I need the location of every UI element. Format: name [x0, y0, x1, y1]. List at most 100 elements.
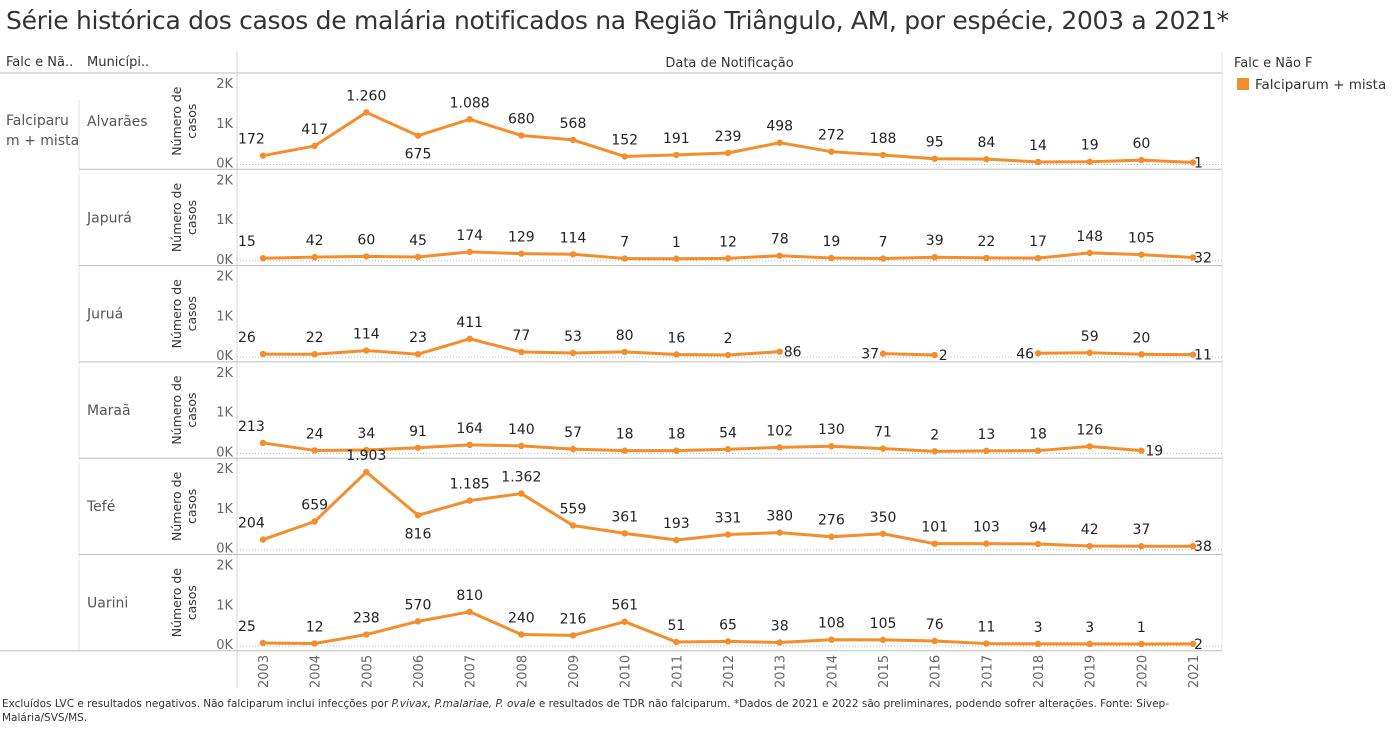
data-point[interactable] [724, 255, 732, 262]
data-point[interactable] [1086, 349, 1093, 356]
data-point[interactable] [983, 447, 990, 455]
data-point[interactable] [673, 255, 680, 262]
data-point[interactable] [414, 512, 422, 519]
data-point[interactable] [1138, 447, 1145, 454]
data-point[interactable] [466, 608, 473, 616]
data-point[interactable] [879, 636, 887, 644]
legend-item[interactable]: Falciparum + mista [1237, 77, 1386, 93]
data-point[interactable] [621, 530, 628, 537]
data-point[interactable] [724, 149, 732, 157]
data-point[interactable] [931, 254, 938, 261]
data-point[interactable] [259, 152, 267, 159]
data-point[interactable] [673, 536, 680, 544]
data-point[interactable] [569, 136, 577, 144]
data-point[interactable] [363, 109, 370, 116]
data-point[interactable] [569, 251, 577, 258]
data-point[interactable] [776, 529, 783, 536]
data-point[interactable] [879, 350, 887, 357]
data-point[interactable] [1189, 351, 1197, 358]
data-point[interactable] [466, 497, 473, 504]
data-point[interactable] [828, 148, 835, 155]
data-point[interactable] [569, 632, 577, 639]
data-point[interactable] [1034, 254, 1042, 262]
species-column-header[interactable]: Falc e Nã.. [6, 55, 73, 70]
data-point[interactable] [621, 348, 628, 356]
data-point[interactable] [259, 639, 267, 647]
data-point[interactable] [414, 618, 422, 625]
data-point[interactable] [311, 447, 318, 454]
data-point[interactable] [569, 349, 577, 357]
data-point[interactable] [259, 255, 267, 262]
data-point[interactable] [1034, 447, 1042, 454]
data-point[interactable] [983, 254, 990, 262]
data-point[interactable] [724, 446, 732, 453]
data-point[interactable] [311, 253, 318, 261]
data-point[interactable] [569, 522, 577, 529]
data-point[interactable] [931, 351, 938, 359]
data-point[interactable] [259, 439, 267, 447]
data-point[interactable] [363, 347, 370, 354]
data-point[interactable] [828, 254, 835, 262]
data-point[interactable] [621, 153, 628, 160]
data-point[interactable] [518, 250, 525, 257]
data-point[interactable] [673, 447, 680, 454]
data-point[interactable] [311, 351, 318, 358]
data-point[interactable] [518, 490, 525, 497]
data-point[interactable] [518, 348, 525, 356]
data-point[interactable] [1138, 351, 1145, 358]
data-point[interactable] [931, 637, 938, 645]
data-point[interactable] [363, 631, 370, 638]
data-point[interactable] [518, 631, 525, 638]
data-point[interactable] [983, 640, 990, 647]
data-point[interactable] [466, 335, 473, 342]
data-point[interactable] [1086, 640, 1093, 648]
data-point[interactable] [363, 253, 370, 260]
data-point[interactable] [724, 531, 732, 538]
data-point[interactable] [724, 638, 732, 645]
data-point[interactable] [259, 536, 267, 543]
data-point[interactable] [828, 636, 835, 643]
data-point[interactable] [1138, 543, 1145, 550]
data-point[interactable] [311, 640, 318, 647]
data-point[interactable] [363, 446, 370, 454]
data-point[interactable] [1034, 540, 1042, 548]
data-point[interactable] [983, 540, 990, 547]
data-point[interactable] [724, 351, 732, 359]
data-point[interactable] [879, 530, 887, 537]
data-point[interactable] [673, 351, 680, 358]
data-point[interactable] [1086, 158, 1093, 165]
data-point[interactable] [983, 155, 990, 163]
data-point[interactable] [414, 132, 422, 139]
data-point[interactable] [569, 445, 577, 453]
data-point[interactable] [621, 618, 628, 625]
data-point[interactable] [1138, 251, 1145, 258]
data-point[interactable] [1034, 640, 1042, 648]
data-point[interactable] [776, 252, 783, 259]
data-point[interactable] [879, 255, 887, 262]
data-point[interactable] [776, 139, 783, 146]
data-point[interactable] [776, 639, 783, 646]
municipality-column-header[interactable]: Municípi.. [87, 55, 149, 70]
data-point[interactable] [931, 448, 938, 455]
data-point[interactable] [1189, 640, 1197, 648]
data-point[interactable] [414, 350, 422, 358]
data-point[interactable] [879, 445, 887, 452]
data-point[interactable] [466, 441, 473, 449]
data-point[interactable] [1034, 350, 1042, 357]
data-point[interactable] [828, 443, 835, 450]
data-point[interactable] [1189, 159, 1197, 166]
data-point[interactable] [259, 350, 267, 358]
data-point[interactable] [931, 155, 938, 162]
data-point[interactable] [518, 442, 525, 450]
data-point[interactable] [673, 151, 680, 159]
data-point[interactable] [1086, 542, 1093, 550]
data-point[interactable] [1189, 254, 1197, 261]
data-point[interactable] [828, 533, 835, 540]
data-point[interactable] [673, 638, 680, 646]
data-point[interactable] [776, 348, 783, 355]
data-point[interactable] [311, 142, 318, 150]
data-point[interactable] [1086, 249, 1093, 257]
data-point[interactable] [414, 253, 422, 261]
data-point[interactable] [311, 518, 318, 525]
data-point[interactable] [363, 468, 370, 476]
